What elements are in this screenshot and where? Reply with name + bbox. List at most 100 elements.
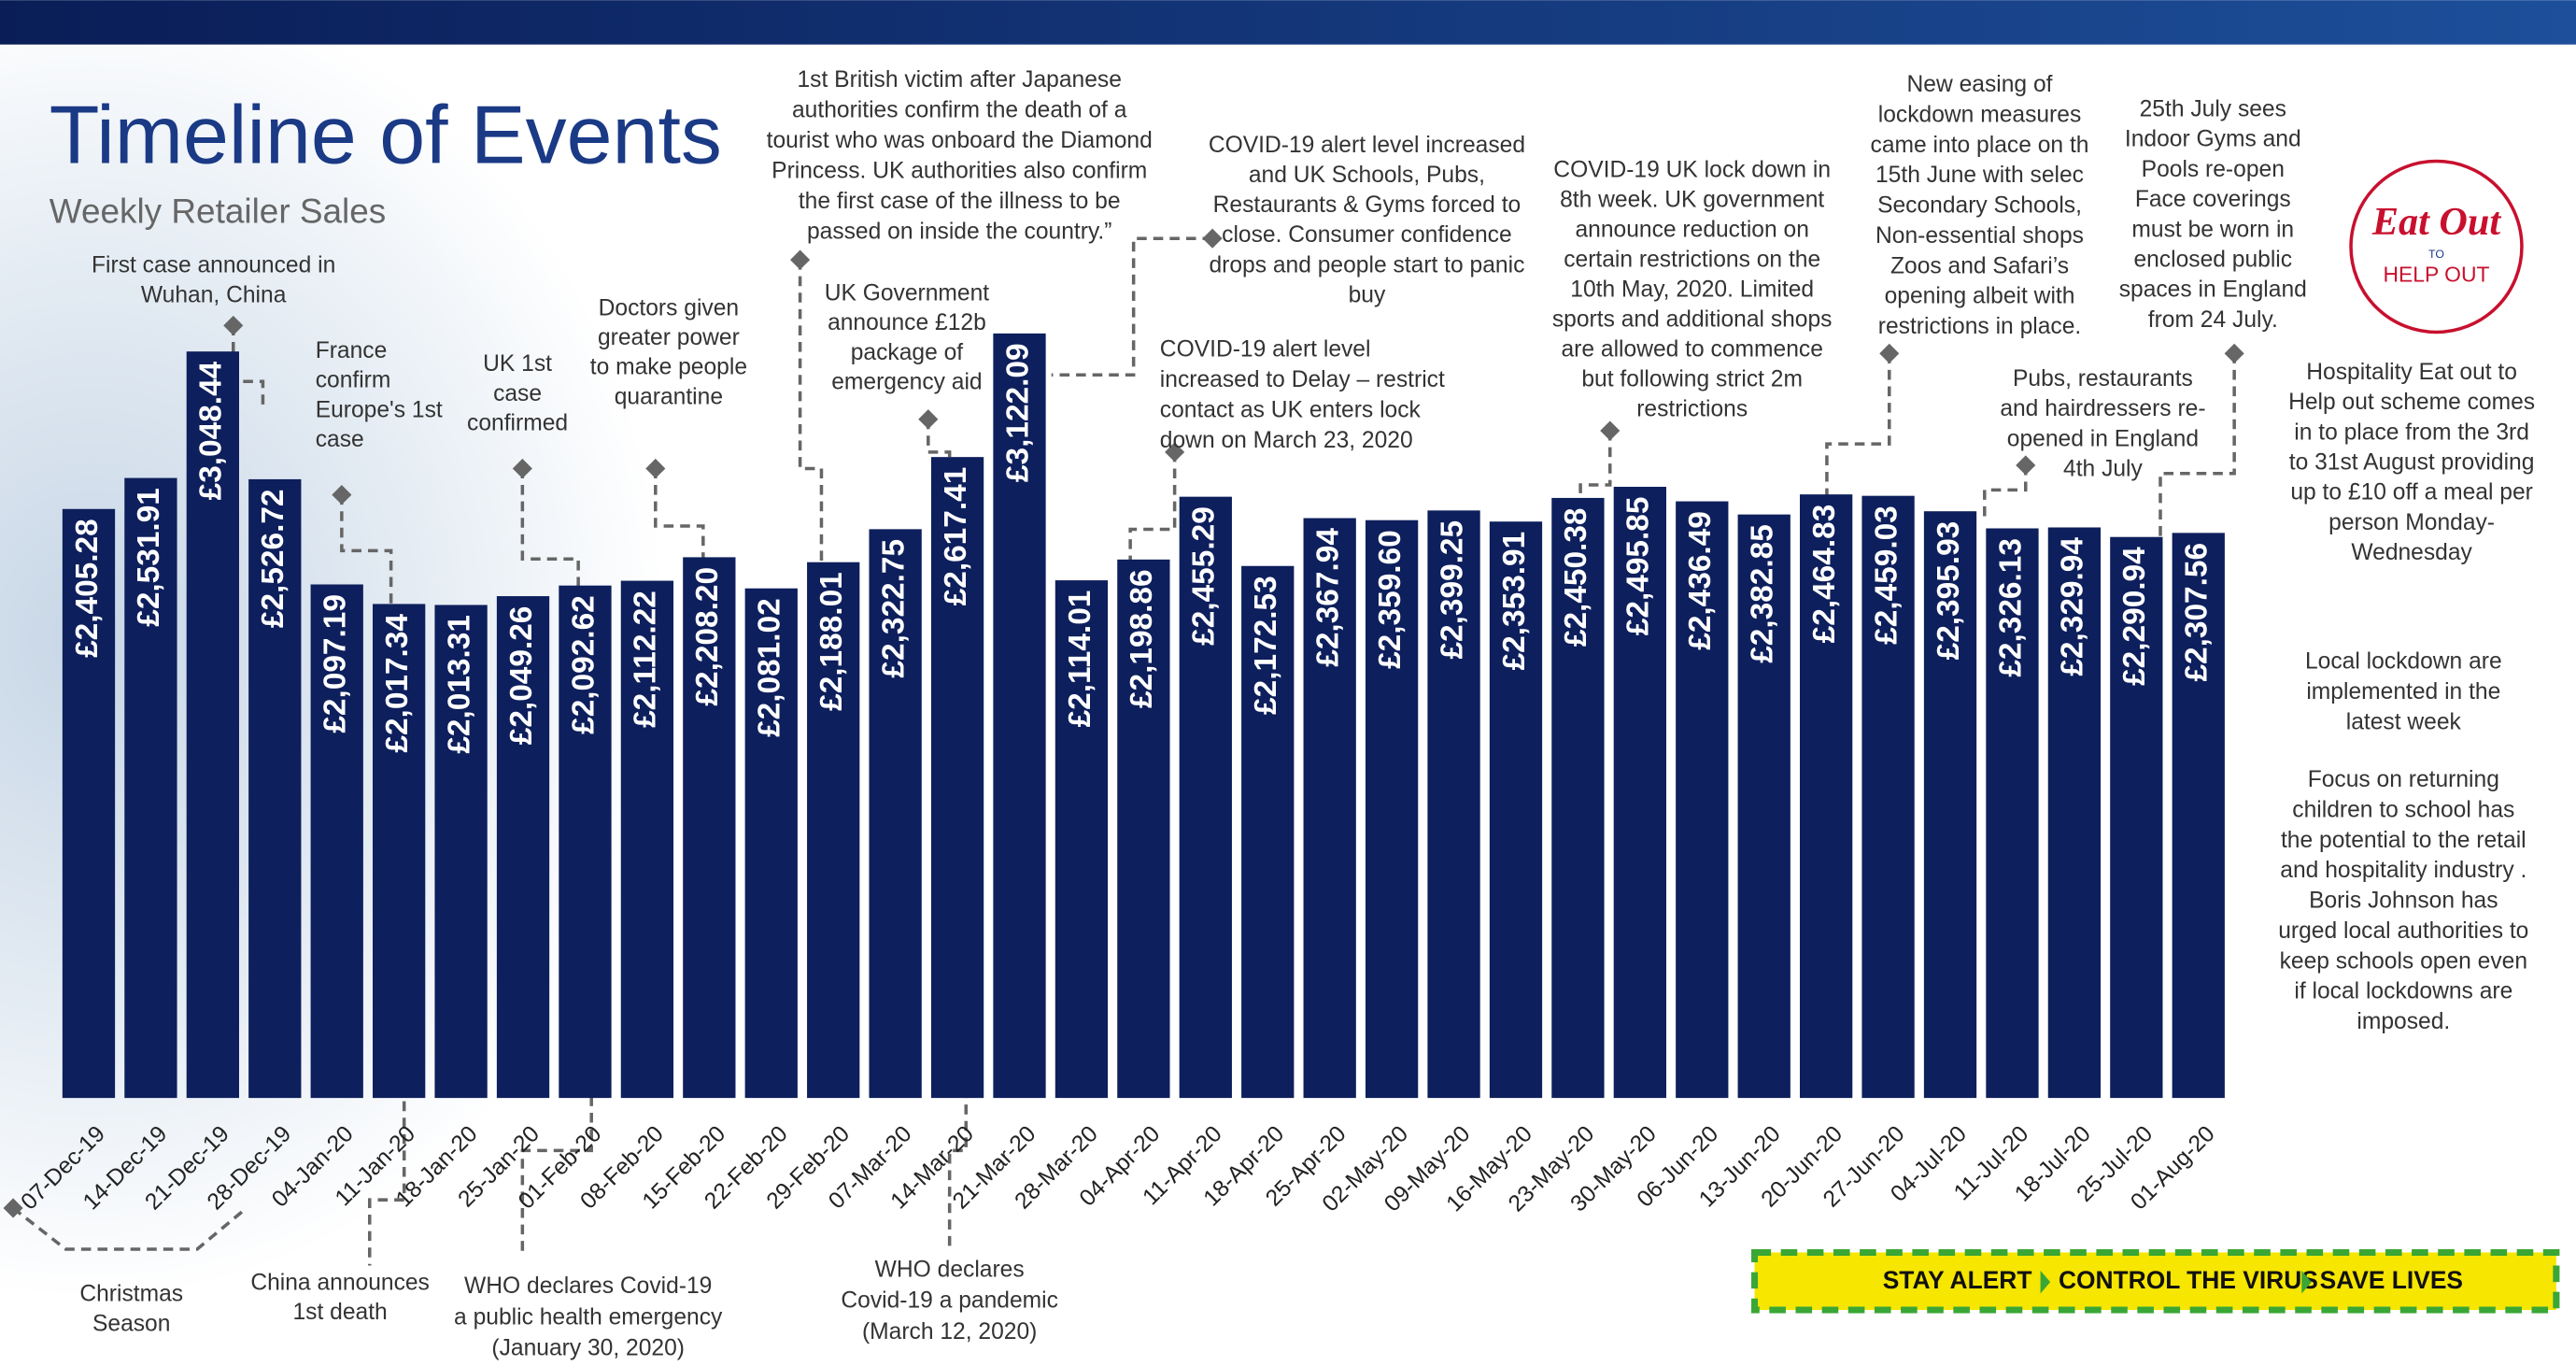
logo: Eat Out TO HELP OUT [2349,159,2524,334]
diamond [512,458,532,479]
annotation: Local lockdown are [2305,649,2502,675]
annotation: 15th June with selec [1875,163,2084,188]
value-label: £2,290.94 [2117,547,2152,686]
value-label: £2,049.26 [504,606,539,746]
annotation: latest week [2346,710,2462,735]
annotation: authorities confirm the death of a [792,97,1127,122]
value-label: £2,367.94 [1311,528,1346,667]
bar [62,508,116,1099]
annotation: the first case of the illness to be [799,189,1121,214]
bar [1054,580,1109,1099]
bar [186,351,239,1099]
bar [124,477,177,1099]
logo-text: TO [2428,248,2444,261]
diamond [1879,343,1900,363]
value-label: £2,307.56 [2180,543,2215,682]
value-label: £2,172.53 [1249,576,1283,715]
annotation: person Monday- [2328,510,2495,535]
annotation: the potential to the retail [2281,828,2526,853]
annotation: and UK Schools, Pubs, [1249,163,1485,188]
value-label: £2,531.91 [132,488,166,627]
annotation: First case announced in [92,253,335,278]
diamond [1165,442,1185,462]
bar [434,605,488,1099]
banner: STAY ALERT CONTROL THE VIRUS SAVE LIVES [1751,1248,2560,1314]
value-label: £2,198.86 [1125,569,1159,708]
annotation: keep schools open even [2280,948,2527,974]
bar [807,562,860,1099]
annotation: announce £12b [828,310,986,335]
annotation: are allowed to commence [1561,337,1822,363]
bar [2172,533,2225,1099]
value-label: £2,013.31 [442,615,476,754]
value-label: £2,464.83 [1807,505,1842,644]
annotation: COVID-19 UK lock down in [1553,158,1831,183]
annotation: New easing of [1907,72,2053,97]
diamond [1202,228,1223,249]
annotation: Focus on returning [2308,767,2499,792]
diamond [918,409,939,430]
annotation: Pools re-open [2142,157,2285,182]
bar [620,580,674,1099]
value-label: £2,455.29 [1187,506,1222,646]
annotation: drops and people start to panic [1209,252,1524,277]
annotation: 1st death [292,1300,387,1325]
annotation: Hospitality Eat out to [2306,360,2517,385]
annotation: but following strict 2m [1581,367,1803,392]
annotation: WHO declares [875,1257,1025,1282]
value-label: £2,399.25 [1435,520,1469,660]
annotation: restrictions in place. [1878,314,2081,339]
annotation: UK 1st [483,351,552,377]
diamond [332,485,352,505]
value-label: £2,322.75 [876,539,911,678]
value-label: £2,114.01 [1063,591,1097,728]
annotation: Restaurants & Gyms forced to [1213,192,1522,218]
value-label: £2,188.01 [814,572,849,711]
bar [1179,496,1232,1099]
annotation: Face coverings [2135,187,2291,212]
annotation: announce reduction on [1575,218,1808,243]
diamond [2224,343,2244,363]
value-label: £2,112.22 [629,591,663,728]
value-label: £2,382.85 [1746,524,1780,663]
value-label: £2,017.34 [380,614,415,753]
annotation: children to school has [2292,798,2514,823]
bar [1613,487,1666,1099]
annotation: Wuhan, China [141,282,287,307]
annotation: Season [92,1311,170,1336]
annotation: came into place on th [1871,133,2089,158]
annotation: opening albeit with [1885,284,2075,309]
value-label: £2,081.02 [753,598,787,737]
bar [496,596,550,1099]
value-label: £2,436.49 [1683,511,1718,650]
value-label: £2,359.60 [1373,530,1408,669]
annotation: Zoos and Safari’s [1890,253,2069,278]
bar [2047,527,2102,1099]
bar [869,529,922,1099]
annotation: Princess. UK authorities also confirm [771,158,1147,183]
bar [744,588,798,1099]
annotation: and hospitality industry . [2280,858,2526,883]
annotation: implemented in the [2306,679,2500,704]
annotation: contact as UK enters lock [1160,397,1422,422]
bar [2110,536,2163,1099]
diamond [645,458,666,479]
annotation: Wednesday [2351,540,2472,565]
annotation: up to £10 off a meal per [2290,480,2533,505]
annotation: (March 12, 2020) [862,1319,1037,1345]
annotation: Help out scheme comes [2288,390,2535,415]
bar [1737,514,1790,1099]
annotation: increased to Delay – restrict [1160,367,1445,392]
annotation: Europe's 1st [316,397,443,422]
logo-ring [2349,159,2524,334]
diamond [790,249,811,270]
bar [1365,519,1419,1099]
bar [1241,565,1295,1099]
value-label: £3,048.44 [194,361,229,500]
connector [1825,353,1891,543]
annotation: to make people [590,355,747,380]
value-label: £2,326.13 [1993,538,2028,677]
annotation: WHO declares Covid-19 [464,1274,712,1299]
annotation: enclosed public [2133,247,2292,272]
bar [373,604,426,1099]
